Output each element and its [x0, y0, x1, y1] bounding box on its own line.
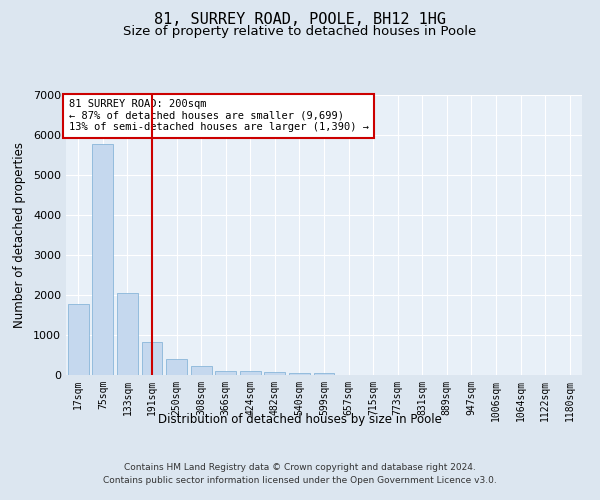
Bar [240, 370, 261, 375]
Bar [314, 372, 334, 375]
Text: Size of property relative to detached houses in Poole: Size of property relative to detached ho… [124, 25, 476, 38]
Bar [117, 292, 138, 375]
Bar [142, 342, 163, 375]
Bar [166, 360, 187, 375]
Text: Distribution of detached houses by size in Poole: Distribution of detached houses by size … [158, 412, 442, 426]
Bar [191, 366, 212, 375]
Text: Contains HM Land Registry data © Crown copyright and database right 2024.: Contains HM Land Registry data © Crown c… [124, 462, 476, 471]
Text: Contains public sector information licensed under the Open Government Licence v3: Contains public sector information licen… [103, 476, 497, 485]
Bar [92, 144, 113, 375]
Bar [289, 372, 310, 375]
Bar [68, 304, 89, 375]
Text: 81, SURREY ROAD, POOLE, BH12 1HG: 81, SURREY ROAD, POOLE, BH12 1HG [154, 12, 446, 28]
Text: 81 SURREY ROAD: 200sqm
← 87% of detached houses are smaller (9,699)
13% of semi-: 81 SURREY ROAD: 200sqm ← 87% of detached… [68, 99, 368, 132]
Bar [215, 370, 236, 375]
Bar [265, 372, 286, 375]
Y-axis label: Number of detached properties: Number of detached properties [13, 142, 26, 328]
